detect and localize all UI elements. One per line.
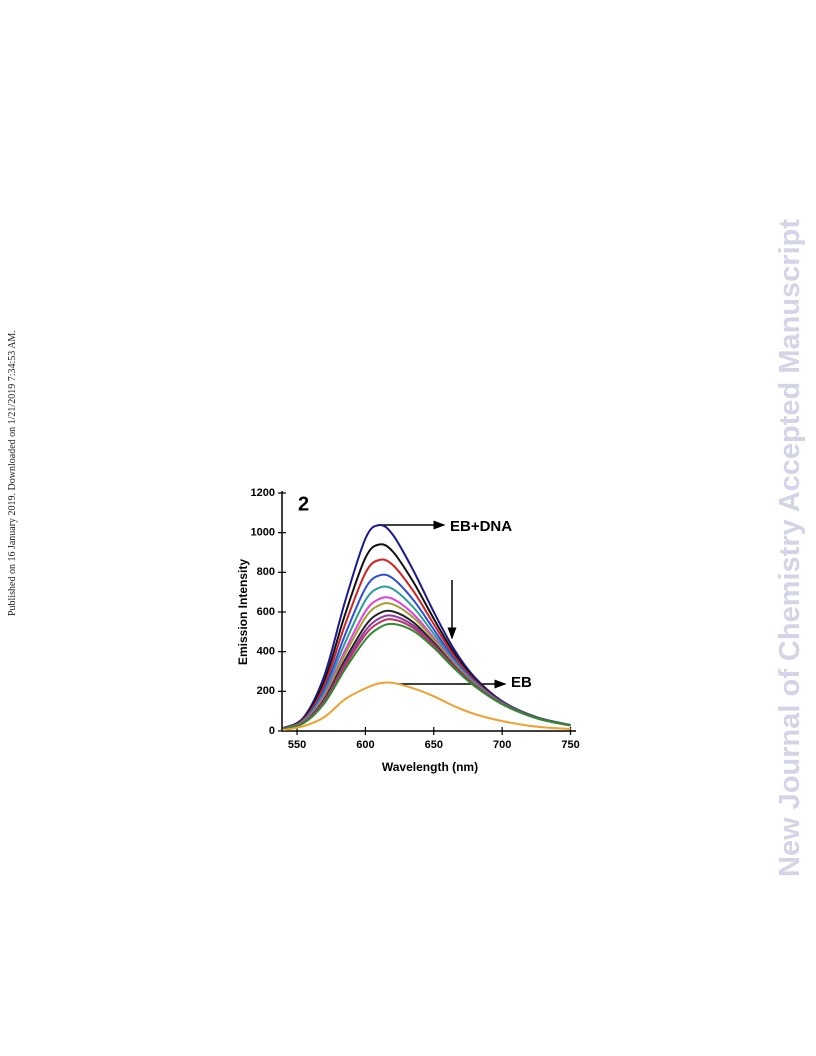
x-tick-label: 700 <box>493 739 511 751</box>
x-tick-label: 750 <box>561 739 579 751</box>
y-axis-label: Emission Intensity <box>236 559 250 665</box>
x-tick-label: 550 <box>288 739 306 751</box>
y-tick-label: 200 <box>257 685 275 697</box>
x-tick-label: 600 <box>356 739 374 751</box>
x-axis-label: Wavelength (nm) <box>382 760 478 774</box>
emission-curve <box>283 681 571 731</box>
y-tick-label: 800 <box>257 566 275 578</box>
x-tick-label: 650 <box>425 739 443 751</box>
y-tick-label: 1200 <box>251 487 275 499</box>
emission-curve <box>282 558 571 730</box>
y-tick-label: 400 <box>257 646 275 658</box>
annotation: EB+DNA <box>450 518 512 535</box>
annotation: EB <box>511 674 532 691</box>
y-tick-label: 1000 <box>251 527 275 539</box>
y-tick-label: 600 <box>257 606 275 618</box>
emission-curve <box>283 596 571 730</box>
y-tick-label: 0 <box>269 725 275 737</box>
panel-label: 2 <box>298 493 309 515</box>
emission-curve <box>283 622 571 730</box>
